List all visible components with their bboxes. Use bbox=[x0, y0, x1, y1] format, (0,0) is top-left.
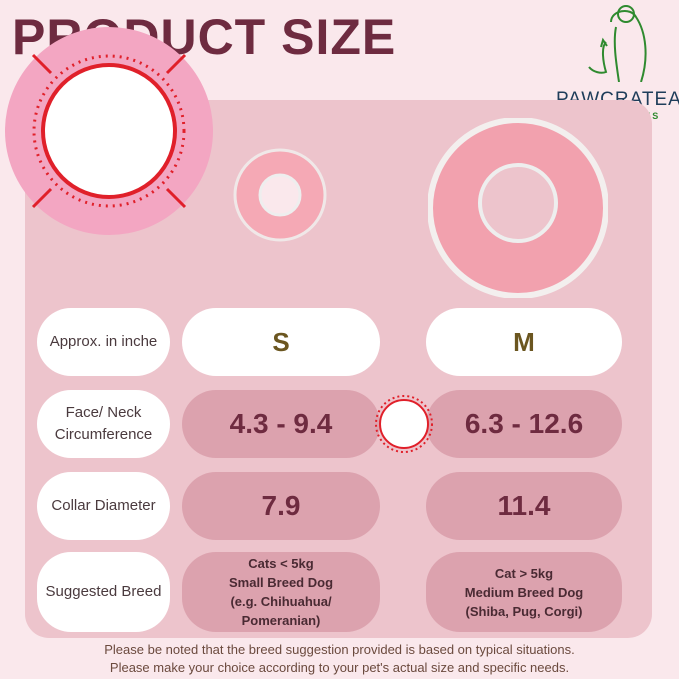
cone-closeup-image bbox=[5, 27, 213, 235]
size-s-collar-image bbox=[233, 148, 327, 242]
row-label-breed: Suggested Breed bbox=[37, 552, 170, 632]
row-label-diameter: Collar Diameter bbox=[37, 472, 170, 540]
size-m-header: M bbox=[426, 308, 622, 376]
m-diameter: 11.4 bbox=[426, 472, 622, 540]
s-diameter: 7.9 bbox=[182, 472, 380, 540]
header-label: Approx. in inche bbox=[37, 308, 170, 376]
row-label-circumference: Face/ Neck Circumference bbox=[37, 390, 170, 458]
note-line-2: Please make your choice according to you… bbox=[109, 660, 570, 675]
m-breed: Cat > 5kg Medium Breed Dog (Shiba, Pug, … bbox=[426, 552, 622, 632]
size-s-header: S bbox=[182, 308, 380, 376]
m-circumference: 6.3 - 12.6 bbox=[426, 390, 622, 458]
dog-cat-logo-icon bbox=[588, 5, 647, 83]
s-circumference: 4.3 - 9.4 bbox=[182, 390, 380, 458]
s-breed: Cats < 5kg Small Breed Dog (e.g. Chihuah… bbox=[182, 552, 380, 632]
note-line-1: Please be noted that the breed suggestio… bbox=[104, 642, 575, 657]
size-m-collar-image bbox=[428, 118, 608, 298]
circumference-icon bbox=[375, 395, 433, 453]
